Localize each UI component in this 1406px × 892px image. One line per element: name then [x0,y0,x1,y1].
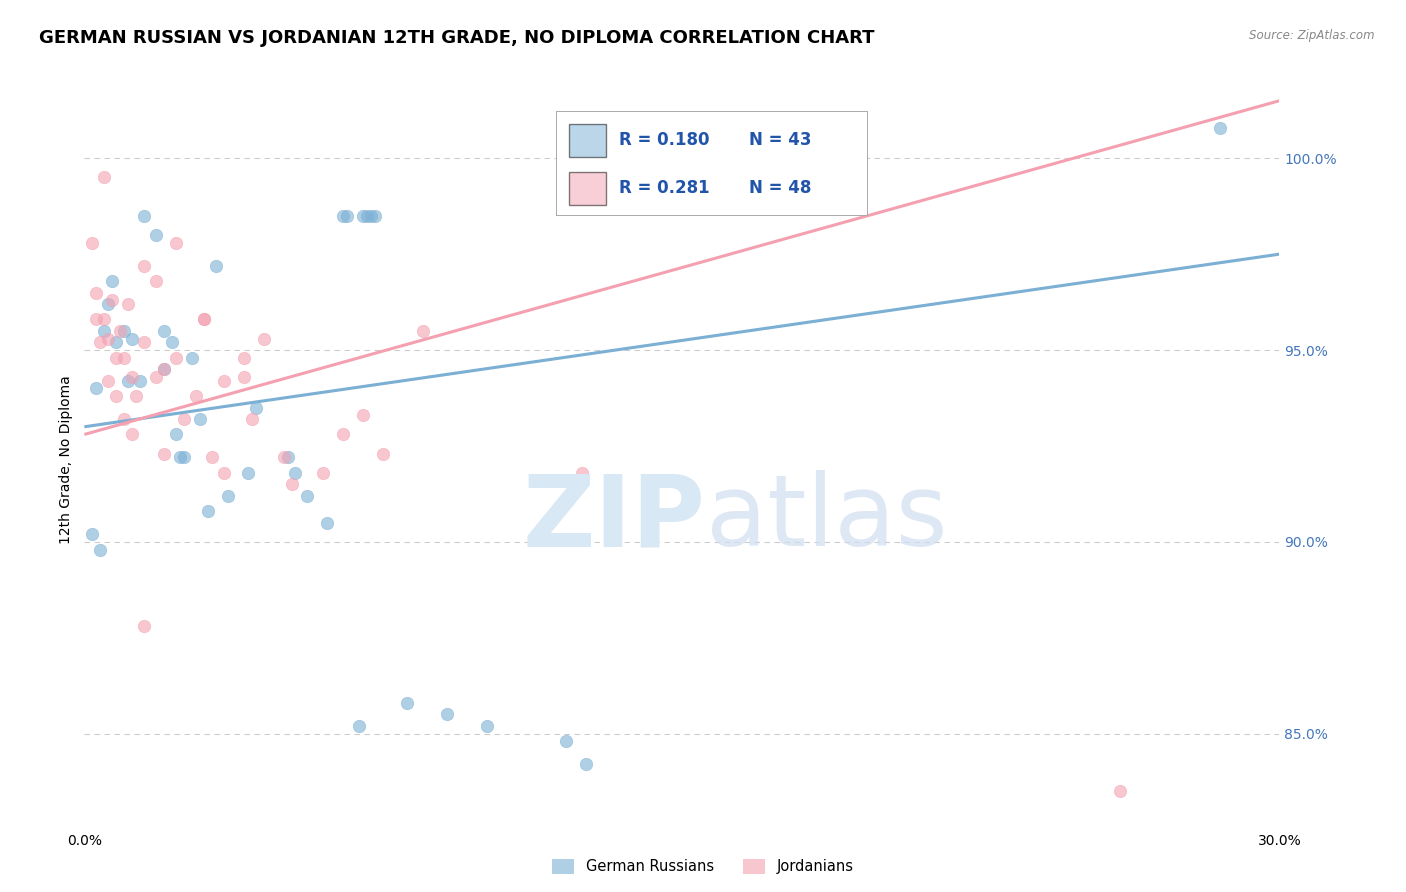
Point [201,450,224,465]
Point [475,719,498,733]
Point [121,370,143,384]
Point [373,447,395,461]
Text: GERMAN RUSSIAN VS JORDANIAN 12TH GRADE, NO DIPLOMA CORRELATION CHART: GERMAN RUSSIAN VS JORDANIAN 12TH GRADE, … [39,29,875,46]
Point [360,209,382,223]
Point [86,285,108,300]
Point [284,466,307,480]
Point [364,209,387,223]
Point [273,450,295,465]
Point [82,527,104,541]
Point [169,450,191,465]
Point [153,362,176,376]
Point [436,707,458,722]
Point [112,412,135,426]
Point [121,427,143,442]
Point [277,450,299,465]
Point [280,477,302,491]
Point [188,412,211,426]
Point [93,170,115,185]
Point [232,351,254,365]
Text: atlas: atlas [706,470,948,567]
Point [181,351,204,365]
Point [352,209,374,223]
Point [312,466,335,480]
Point [145,274,167,288]
Point [412,324,434,338]
Point [112,324,135,338]
Point [153,362,176,376]
Point [86,381,108,395]
Point [205,259,228,273]
Text: Source: ZipAtlas.com: Source: ZipAtlas.com [1250,29,1375,42]
Point [105,335,128,350]
Point [212,374,235,388]
Point [132,335,156,350]
Point [145,370,167,384]
Point [86,312,108,326]
Point [117,374,139,388]
Point [153,447,176,461]
Point [153,324,176,338]
Point [184,389,207,403]
Point [575,757,598,772]
Point [197,504,219,518]
Point [551,112,574,127]
Point [253,332,276,346]
Point [105,351,128,365]
Point [165,351,187,365]
Point [356,209,378,223]
Point [336,209,359,223]
Point [245,401,267,415]
Point [97,332,120,346]
Point [129,374,152,388]
Point [316,516,339,530]
Point [173,450,195,465]
Point [332,427,354,442]
Point [352,409,374,423]
Point [297,489,319,503]
Point [112,351,135,365]
Point [132,619,156,633]
Point [117,297,139,311]
Point [121,332,143,346]
Point [125,389,148,403]
Point [97,297,120,311]
Point [193,312,215,326]
Point [110,324,132,338]
Point [332,209,354,223]
Point [97,374,120,388]
Point [349,719,371,733]
Point [217,489,239,503]
Point [160,335,183,350]
Point [93,324,115,338]
Point [1109,784,1132,798]
Point [173,412,195,426]
Point [193,312,215,326]
Point [165,235,187,250]
Point [132,259,156,273]
Y-axis label: 12th Grade, No Diploma: 12th Grade, No Diploma [59,375,73,544]
Point [212,466,235,480]
Point [240,412,263,426]
Point [89,335,111,350]
Point [89,542,111,557]
Point [93,312,115,326]
Point [132,209,156,223]
Point [82,235,104,250]
Point [555,734,578,748]
Point [396,696,419,710]
Point [236,466,259,480]
Point [101,293,124,308]
Point [1209,120,1232,135]
Point [232,370,254,384]
Text: ZIP: ZIP [523,470,706,567]
Point [101,274,124,288]
Legend: German Russians, Jordanians: German Russians, Jordanians [547,853,859,880]
Point [165,427,187,442]
Point [105,389,128,403]
Point [571,466,593,480]
Point [145,227,167,242]
